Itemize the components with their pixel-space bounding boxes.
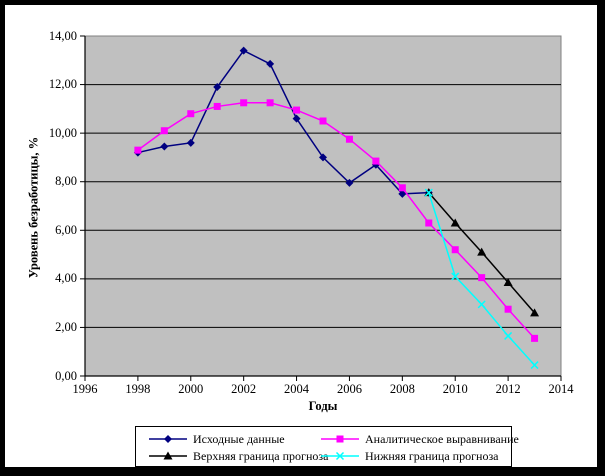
x-tick-label: 2006	[336, 382, 362, 396]
y-tick-label: 12,00	[48, 77, 77, 92]
y-tick-label: 2,00	[55, 319, 77, 334]
triangle-marker-icon	[503, 278, 513, 286]
diamond-marker-icon	[345, 178, 354, 187]
x-marker-icon	[504, 331, 513, 340]
square-marker-icon	[293, 106, 301, 114]
series-line-1	[137, 102, 536, 339]
x-tick-label: 2004	[284, 382, 310, 396]
square-marker-icon	[240, 99, 248, 107]
x-marker-icon	[477, 300, 486, 309]
diamond-marker-icon	[398, 189, 407, 198]
x-tick-label: 2000	[178, 382, 204, 396]
diamond-marker-icon	[239, 46, 248, 55]
x-tick-label: 2008	[389, 382, 415, 396]
plot-area	[84, 35, 562, 377]
square-marker-icon	[134, 146, 142, 154]
x-tick-label: 2010	[442, 382, 468, 396]
square-marker-icon	[321, 435, 359, 442]
diamond-marker-icon	[292, 114, 301, 123]
x-marker-icon	[335, 451, 345, 460]
y-tick-label: 0,00	[55, 368, 77, 383]
legend-item-upper-forecast-bound: Верхняя граница прогноза	[148, 449, 328, 463]
square-marker-icon	[266, 99, 274, 107]
square-marker-icon	[319, 117, 327, 125]
y-tick-label: 8,00	[55, 174, 77, 189]
y-tick-label: 6,00	[55, 222, 77, 237]
diamond-marker-icon	[186, 138, 195, 147]
x-axis-title: Годы	[308, 399, 338, 413]
square-marker-icon	[213, 102, 221, 110]
triangle-marker-icon	[477, 247, 487, 256]
square-marker-icon	[478, 274, 486, 282]
x-marker-icon	[424, 188, 433, 197]
diamond-marker-icon	[319, 153, 327, 162]
triangle-marker-icon	[450, 218, 460, 227]
x-tick-label: 1998	[125, 382, 151, 396]
x-tick-label: 2014	[548, 382, 574, 396]
diamond-marker-icon	[266, 59, 275, 68]
series-line-0	[137, 49, 429, 195]
series-1	[134, 99, 539, 342]
diamond-marker-icon	[164, 434, 172, 443]
square-marker-icon	[187, 110, 195, 118]
legend: Исходные данные Аналитическое выравниван…	[135, 426, 519, 467]
x-tick-label: 2002	[231, 382, 257, 396]
triangle-marker-icon	[149, 451, 187, 459]
triangle-marker-icon	[163, 451, 173, 459]
y-tick-label: 4,00	[55, 271, 77, 286]
chart-area: 0,00 2,00 4,00 6,00 8,00 10,00 12,00 14,00 1996…	[5, 5, 597, 467]
x-marker-icon	[321, 451, 359, 460]
diamond-marker-icon	[213, 83, 222, 91]
legend-item-lower-forecast-bound: Нижняя граница прогноза	[320, 449, 519, 463]
square-marker-icon	[345, 135, 353, 143]
legend-item-original-data: Исходные данные	[148, 432, 316, 446]
series-3	[424, 188, 539, 370]
y-tick-label: 10,00	[48, 125, 77, 140]
x-marker-icon	[530, 361, 539, 370]
square-marker-icon	[425, 219, 433, 227]
square-marker-icon	[372, 157, 380, 165]
triangle-marker-icon	[530, 308, 540, 317]
y-tick-label: 14,00	[48, 28, 77, 43]
y-axis-title: Уровень безработицы, %	[26, 136, 41, 279]
diamond-marker-icon	[160, 142, 169, 151]
x-marker-icon	[451, 272, 460, 281]
legend-label-lower-forecast-bound: Нижняя граница прогноза	[365, 448, 499, 463]
square-marker-icon	[160, 127, 168, 135]
x-tick-label: 2012	[495, 382, 521, 396]
legend-label-original-data: Исходные данные	[193, 431, 285, 446]
legend-item-analytical-smoothing: Аналитическое выравнивание	[320, 432, 519, 446]
x-tick-label: 1996	[72, 382, 98, 396]
chart-canvas	[80, 35, 562, 381]
square-marker-icon	[398, 184, 406, 192]
legend-label-analytical-smoothing: Аналитическое выравнивание	[365, 431, 519, 446]
square-marker-icon	[336, 435, 344, 442]
square-marker-icon	[531, 334, 539, 342]
legend-label-upper-forecast-bound: Верхняя граница прогноза	[193, 448, 329, 463]
diamond-marker-icon	[149, 434, 187, 443]
square-marker-icon	[504, 305, 512, 313]
square-marker-icon	[451, 246, 459, 254]
